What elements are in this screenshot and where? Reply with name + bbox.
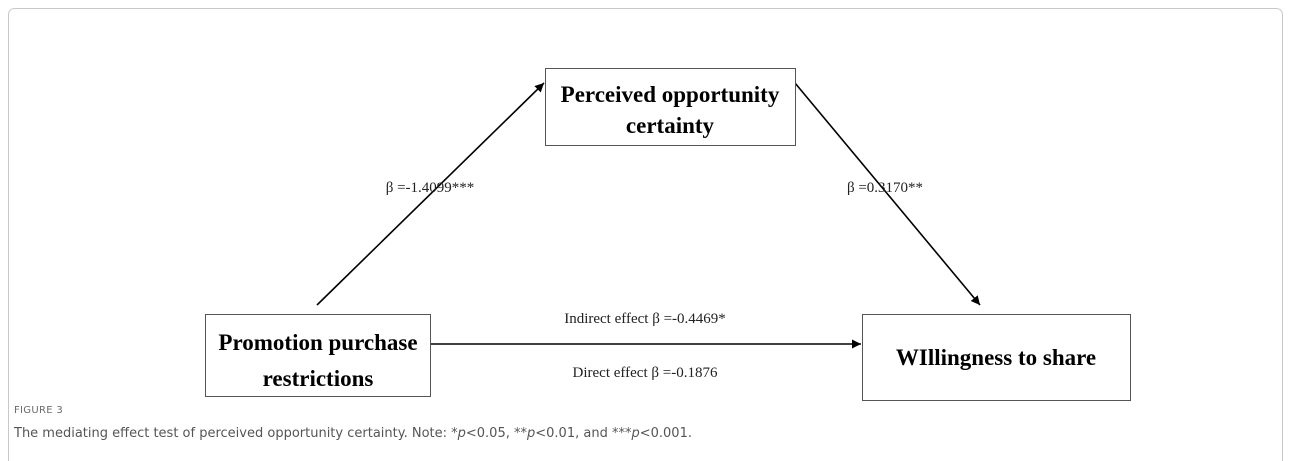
caption-part: p	[630, 426, 639, 441]
caption-part: The mediating effect test of perceived o…	[13, 426, 458, 441]
arrow	[794, 82, 981, 306]
figure-frame	[8, 8, 1283, 461]
edge-label: Indirect effect β =-0.4469*	[564, 311, 726, 327]
node-box	[545, 68, 796, 146]
node-label: certainty	[626, 113, 715, 138]
node-label: Promotion purchase	[218, 330, 417, 355]
node-label: WIllingness to share	[896, 345, 1096, 370]
figure-label: FIGURE 3	[14, 405, 63, 416]
caption-part: <0.001.	[640, 426, 692, 441]
node-box	[862, 314, 1131, 401]
node-label: restrictions	[263, 366, 374, 391]
node-label: Perceived opportunity	[561, 82, 780, 107]
caption-part: p	[526, 426, 535, 441]
caption-part: p	[457, 426, 466, 441]
caption-part: <0.01, and ***	[535, 426, 632, 441]
figure-caption: The mediating effect test of perceived o…	[13, 426, 692, 441]
node-box	[205, 314, 431, 397]
caption-part: <0.05, **	[466, 426, 528, 441]
edge-label: β =0.3170**	[847, 180, 923, 196]
arrow	[316, 82, 545, 306]
edge-label: Direct effect β =-0.1876	[573, 365, 718, 381]
edge-label: β =-1.4099***	[386, 180, 475, 196]
